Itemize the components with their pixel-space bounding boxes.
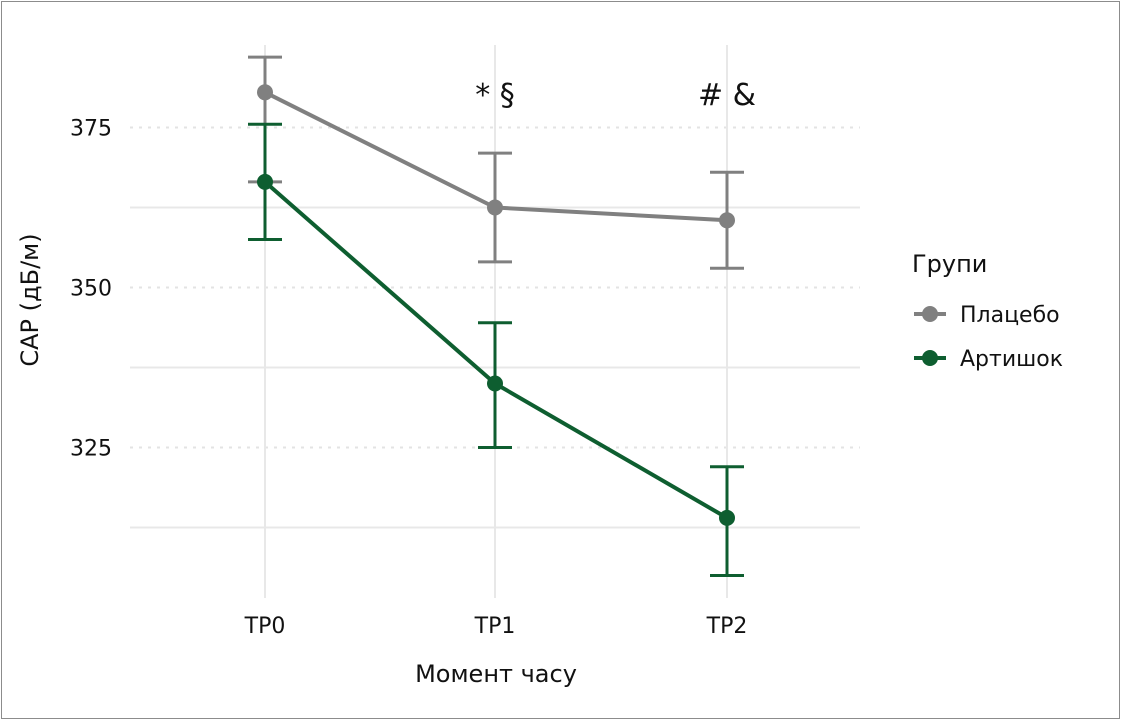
data-point — [487, 199, 503, 216]
series-1 — [248, 122, 744, 577]
data-point — [257, 173, 273, 190]
data-point — [257, 84, 273, 101]
legend-item: Плацебо — [914, 303, 1060, 328]
y-tick-label: 375 — [70, 117, 112, 142]
series-layer — [248, 55, 744, 577]
y-axis-label: CAP (дБ/м) — [16, 233, 44, 366]
legend-label: Артишок — [960, 347, 1063, 372]
x-tick-label: TP2 — [706, 614, 748, 639]
tick-labels: 325 350 375 TP0 TP1 TP2 — [70, 117, 747, 640]
legend: Групи Плацебо Артишок — [912, 250, 1063, 372]
x-axis-label: Момент часу — [415, 660, 577, 688]
x-tick-label: TP0 — [244, 614, 286, 639]
significance-annotation: # & — [698, 78, 756, 113]
annotations: * § # & — [475, 78, 756, 113]
significance-annotation: * § — [475, 78, 515, 113]
data-point — [487, 375, 503, 392]
legend-label: Плацебо — [960, 303, 1060, 328]
x-tick-label: TP1 — [474, 614, 516, 639]
legend-marker — [922, 306, 938, 322]
legend-item: Артишок — [914, 347, 1063, 372]
y-tick-label: 350 — [70, 277, 112, 302]
data-point — [719, 509, 735, 526]
legend-title: Групи — [912, 250, 987, 278]
legend-marker — [922, 350, 938, 366]
y-tick-label: 325 — [70, 437, 112, 462]
data-point — [719, 212, 735, 229]
